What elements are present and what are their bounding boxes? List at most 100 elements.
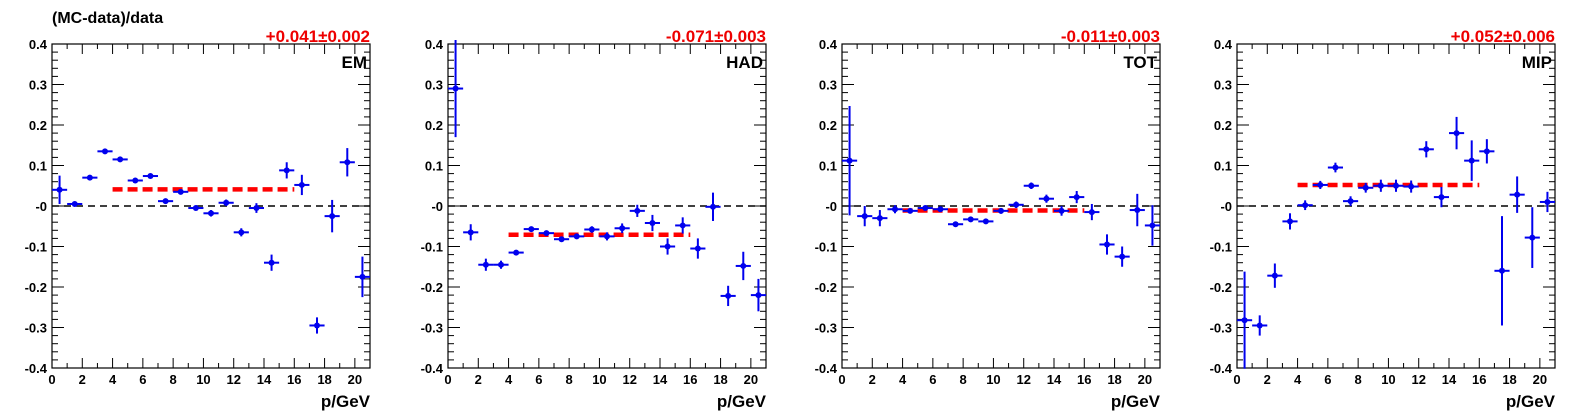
- marker: [1438, 194, 1445, 201]
- marker: [177, 188, 184, 195]
- x-tick-label: 20: [1138, 372, 1152, 387]
- x-tick-label: 6: [535, 372, 542, 387]
- data-point: [1129, 193, 1145, 227]
- data-point: [538, 230, 554, 237]
- fit-result-label: -0.011±0.003: [1061, 27, 1160, 46]
- marker: [543, 230, 550, 237]
- marker: [967, 216, 974, 223]
- data-point: [1327, 162, 1343, 173]
- data-point: [493, 260, 509, 269]
- y-tick-label: 0.4: [425, 37, 444, 52]
- marker: [604, 233, 610, 240]
- marker: [1271, 272, 1278, 279]
- y-tick-label: -0.3: [25, 321, 47, 336]
- data-point: [1237, 271, 1253, 369]
- y-tick-label: -0.4: [25, 361, 48, 376]
- x-tick-label: 12: [1411, 372, 1425, 387]
- fit-result-label: +0.052±0.006: [1451, 27, 1555, 46]
- data-point: [1343, 196, 1359, 206]
- x-tick-label: 14: [653, 372, 668, 387]
- marker: [1317, 181, 1324, 188]
- marker: [1104, 241, 1110, 248]
- x-tick-label: 20: [348, 372, 362, 387]
- y-tick-label: -0.3: [421, 321, 443, 336]
- panel-mip: 0.4 0.3 0.2 0.1 -0 -0.1 -0.2 -0.3 -0.40 2 4 6 8 10 12 1…: [1210, 27, 1556, 411]
- marker: [329, 213, 336, 220]
- marker: [1073, 194, 1080, 201]
- data-point: [599, 232, 615, 241]
- x-tick-label: 8: [1355, 372, 1362, 387]
- data-point: [1388, 179, 1404, 192]
- marker: [679, 222, 686, 229]
- data-point: [675, 217, 691, 234]
- marker: [1119, 253, 1126, 260]
- marker: [117, 156, 124, 163]
- marker: [86, 174, 93, 181]
- data-point: [173, 188, 189, 195]
- x-tick-label: 10: [592, 372, 606, 387]
- data-point: [614, 223, 630, 234]
- marker: [359, 273, 366, 280]
- marker: [846, 157, 853, 164]
- data-point: [1524, 207, 1540, 268]
- data-point: [902, 207, 918, 214]
- y-tick-label: -0.3: [1210, 321, 1232, 336]
- data-point: [1252, 315, 1268, 336]
- x-tick-label: 14: [257, 372, 272, 387]
- marker: [1362, 184, 1369, 191]
- y-tick-label: -0.4: [815, 361, 838, 376]
- panel-name-label: TOT: [1123, 53, 1157, 72]
- y-tick-label: 0.4: [1214, 37, 1233, 52]
- marker: [1043, 195, 1050, 202]
- marker: [998, 207, 1004, 214]
- y-tick-label: -0: [431, 199, 443, 214]
- x-tick-label: 0: [838, 372, 845, 387]
- marker: [649, 220, 656, 227]
- y-tick-label: -0.2: [1210, 280, 1232, 295]
- y-tick-label: -0: [825, 199, 837, 214]
- data-point: [932, 206, 948, 213]
- y-tick-label: 0.3: [425, 78, 443, 93]
- x-tick-label: 8: [960, 372, 967, 387]
- data-point: [82, 174, 98, 181]
- y-tick-label: 0.1: [425, 159, 443, 174]
- data-point: [1418, 141, 1434, 158]
- x-tick-label: 16: [1472, 372, 1486, 387]
- marker: [1483, 148, 1490, 155]
- data-point: [1023, 182, 1039, 189]
- marker: [1256, 322, 1263, 329]
- marker: [1408, 183, 1415, 190]
- marker: [982, 218, 989, 225]
- data-point: [584, 226, 600, 233]
- y-tick-label: 0.2: [819, 118, 837, 133]
- y-tick-label: -0.2: [25, 280, 47, 295]
- panel-name-label: MIP: [1522, 53, 1552, 72]
- data-point: [963, 216, 979, 223]
- panel-em: 0.4 0.3 0.2 0.1 -0 -0.1 -0.2 -0.3 -0.40 2 4 6 8 10 12 1…: [25, 27, 371, 411]
- marker: [452, 85, 459, 92]
- marker: [1544, 198, 1551, 205]
- marker: [892, 206, 898, 213]
- x-tick-label: 4: [505, 372, 513, 387]
- data-point: [554, 236, 570, 243]
- y-tick-label: -0.1: [815, 240, 837, 255]
- data-point: [1054, 206, 1070, 216]
- data-point: [1069, 191, 1085, 204]
- data-point: [750, 278, 766, 312]
- data-point: [1267, 263, 1283, 288]
- x-tick-label: 18: [317, 372, 331, 387]
- x-tick-label: 18: [713, 372, 727, 387]
- marker: [498, 261, 504, 268]
- data-point: [339, 148, 355, 177]
- marker: [513, 249, 520, 256]
- marker: [528, 226, 535, 233]
- fit-result-label: +0.041±0.002: [266, 27, 370, 46]
- y-tick-label: 0.4: [819, 37, 838, 52]
- x-axis-title: p/GeV: [717, 392, 767, 411]
- y-tick-label: 0.1: [819, 159, 837, 174]
- x-tick-label: 16: [683, 372, 697, 387]
- data-point: [478, 258, 494, 271]
- y-tick-label: 0.4: [29, 37, 48, 52]
- x-tick-label: 10: [986, 372, 1000, 387]
